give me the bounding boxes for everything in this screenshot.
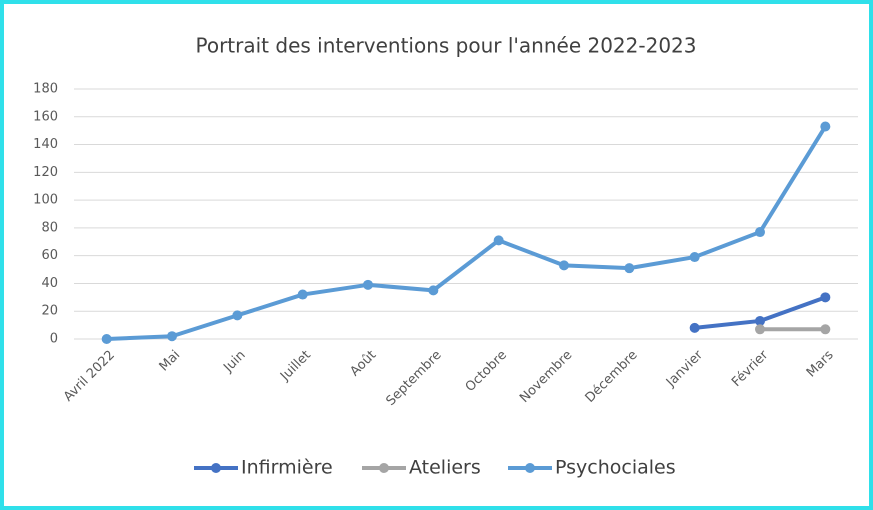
data-point bbox=[559, 260, 569, 271]
y-tick-label: 0 bbox=[50, 332, 58, 347]
data-point bbox=[232, 310, 243, 321]
legend-label: Ateliers bbox=[409, 457, 481, 479]
data-point bbox=[101, 334, 112, 344]
data-point bbox=[820, 324, 831, 335]
y-tick-label: 60 bbox=[41, 248, 58, 263]
legend-label: Infirmière bbox=[241, 457, 333, 479]
data-point bbox=[624, 263, 635, 274]
data-point bbox=[493, 235, 504, 246]
legend-label: Psychociales bbox=[555, 457, 676, 479]
data-point bbox=[755, 324, 765, 335]
data-point bbox=[363, 279, 373, 290]
legend-marker bbox=[379, 463, 389, 473]
data-point bbox=[820, 121, 831, 132]
legend-marker bbox=[211, 463, 221, 473]
data-point bbox=[755, 315, 765, 326]
y-tick-label: 40 bbox=[41, 276, 58, 291]
chart-title: Portrait des interventions pour l'année … bbox=[196, 34, 697, 58]
data-point bbox=[689, 252, 700, 263]
data-point bbox=[820, 292, 831, 303]
y-tick-label: 20 bbox=[41, 304, 58, 319]
data-point bbox=[428, 285, 439, 296]
data-point bbox=[689, 322, 700, 333]
data-point bbox=[755, 227, 765, 238]
y-tick-label: 180 bbox=[33, 82, 58, 97]
data-point bbox=[167, 331, 177, 342]
y-tick-label: 160 bbox=[33, 109, 58, 124]
y-tick-label: 80 bbox=[41, 220, 58, 235]
y-tick-label: 100 bbox=[33, 193, 58, 208]
y-tick-label: 140 bbox=[33, 137, 58, 152]
y-tick-label: 120 bbox=[33, 165, 58, 180]
legend-marker bbox=[525, 463, 535, 473]
data-point bbox=[297, 289, 308, 300]
series-line bbox=[106, 125, 828, 341]
